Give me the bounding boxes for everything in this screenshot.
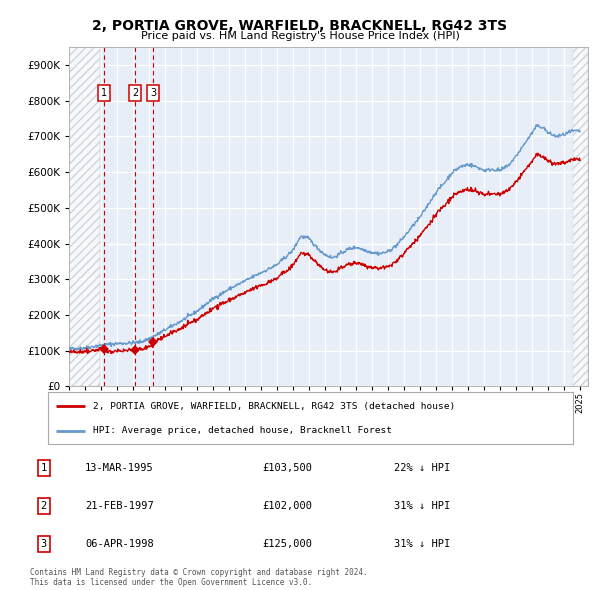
Bar [574, 47, 588, 386]
Text: 1: 1 [101, 88, 107, 98]
Text: 2: 2 [41, 501, 47, 511]
Text: 13-MAR-1995: 13-MAR-1995 [85, 463, 154, 473]
Text: Contains HM Land Registry data © Crown copyright and database right 2024.
This d: Contains HM Land Registry data © Crown c… [30, 568, 368, 587]
Text: 1: 1 [41, 463, 47, 473]
Text: £102,000: £102,000 [262, 501, 312, 511]
Text: 31% ↓ HPI: 31% ↓ HPI [394, 539, 451, 549]
Text: 21-FEB-1997: 21-FEB-1997 [85, 501, 154, 511]
Text: HPI: Average price, detached house, Bracknell Forest: HPI: Average price, detached house, Brac… [92, 426, 392, 435]
Text: 2, PORTIA GROVE, WARFIELD, BRACKNELL, RG42 3TS: 2, PORTIA GROVE, WARFIELD, BRACKNELL, RG… [92, 19, 508, 33]
Text: 22% ↓ HPI: 22% ↓ HPI [394, 463, 451, 473]
Text: 06-APR-1998: 06-APR-1998 [85, 539, 154, 549]
Text: 3: 3 [41, 539, 47, 549]
Bar [69, 47, 100, 386]
Text: Price paid vs. HM Land Registry's House Price Index (HPI): Price paid vs. HM Land Registry's House … [140, 31, 460, 41]
Text: £125,000: £125,000 [262, 539, 312, 549]
Text: 2: 2 [132, 88, 138, 98]
Text: £103,500: £103,500 [262, 463, 312, 473]
Text: 3: 3 [150, 88, 156, 98]
Text: 2, PORTIA GROVE, WARFIELD, BRACKNELL, RG42 3TS (detached house): 2, PORTIA GROVE, WARFIELD, BRACKNELL, RG… [92, 402, 455, 411]
Text: 31% ↓ HPI: 31% ↓ HPI [394, 501, 451, 511]
